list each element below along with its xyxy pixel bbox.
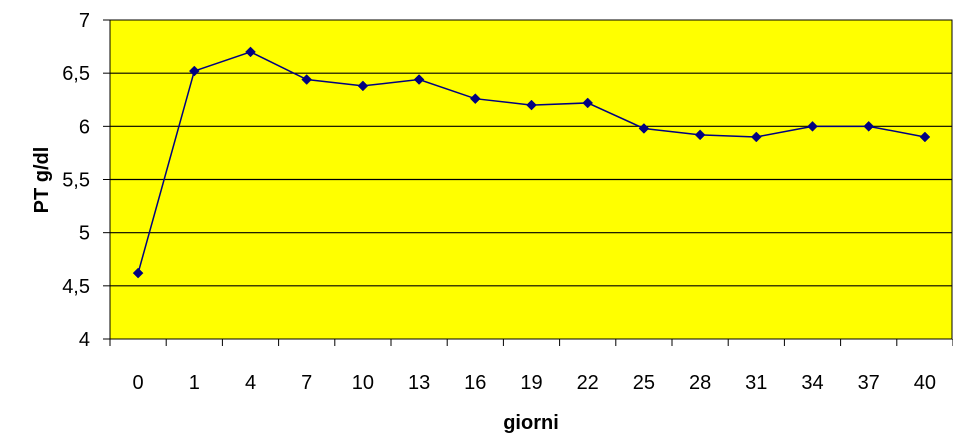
x-tick-label: 16 [464,372,486,394]
x-tick-label: 0 [133,372,144,394]
y-tick-label: 6 [79,116,90,138]
data-point [582,97,594,109]
series-group [132,46,931,279]
data-point [132,267,144,279]
data-point [863,120,875,132]
data-point [694,129,706,141]
gridlines [110,72,952,287]
y-tick-label: 5 [79,223,90,245]
x-tick-label: 1 [189,372,200,394]
data-point [919,131,931,143]
data-point [750,131,762,143]
x-axis-title: giorni [503,412,559,434]
data-point [413,74,425,85]
data-point [188,65,200,77]
x-tick-label: 4 [245,372,256,394]
data-point [526,99,537,111]
data-point [245,46,256,58]
x-tick-label: 19 [520,372,542,394]
data-point [357,80,369,92]
y-tick-label: 6,5 [62,63,90,85]
x-tick-label: 28 [689,372,711,394]
x-tick-label: 10 [352,372,374,394]
y-axis-title: PT g/dl [31,147,53,214]
x-tick-label: 31 [745,372,767,394]
x-tick-label: 34 [801,372,823,394]
y-tick-label: 7 [79,10,90,32]
data-point [301,74,313,85]
x-tick-labels: 0 1 4 7 10 13 16 19 22 25 28 31 34 37 40 [133,372,936,394]
x-tick-label: 40 [914,372,936,394]
x-tick-label: 13 [408,372,430,394]
y-tick-label: 5,5 [62,170,90,192]
x-tick-label: 37 [858,372,880,394]
x-tick-label: 7 [301,372,312,394]
y-tick-label: 4 [79,329,90,351]
axes [103,19,953,346]
y-tick-labels: 4 4,5 5 5,5 6 6,5 7 [62,10,90,351]
data-point [807,120,818,132]
data-point [638,123,650,134]
y-tick-label: 4,5 [62,276,90,298]
x-tick-label: 22 [577,372,599,394]
data-point [469,93,481,105]
x-tick-label: 25 [633,372,655,394]
